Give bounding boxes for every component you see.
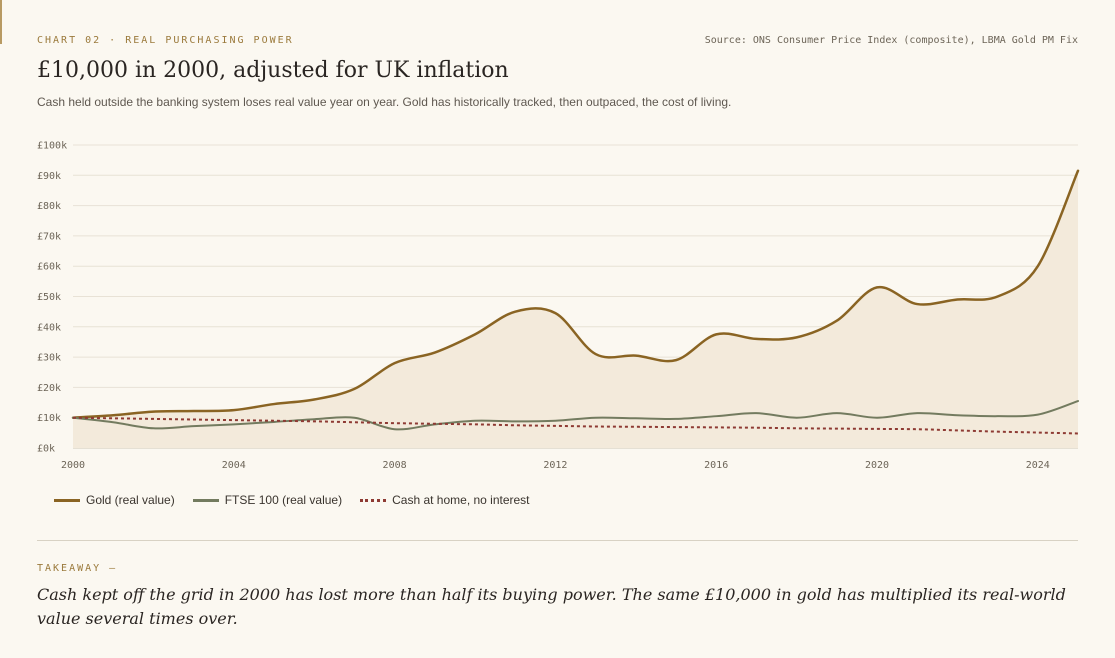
accent-rule — [0, 0, 2, 44]
takeaway-text: Cash kept off the grid in 2000 has lost … — [37, 585, 1066, 628]
x-tick-label: 2008 — [383, 460, 407, 471]
cash-series-line — [72, 416, 1079, 435]
chart-title: £10,000 in 2000, adjusted for UK inflati… — [37, 58, 509, 83]
chart-subtitle: Cash held outside the banking system los… — [37, 95, 732, 109]
x-tick-label: 2020 — [865, 460, 889, 471]
x-tick-label: 2004 — [222, 460, 246, 471]
legend-swatch-gold — [54, 498, 80, 502]
y-tick-label: £20k — [37, 383, 61, 394]
y-tick-label: £0k — [37, 444, 55, 455]
y-tick-label: £100k — [37, 141, 67, 152]
section-divider — [37, 540, 1078, 541]
takeaway-label: TAKEAWAY — — [37, 563, 118, 574]
legend-item-ftse: FTSE 100 (real value) — [192, 493, 343, 507]
y-tick-label: £40k — [37, 322, 61, 333]
y-tick-label: £90k — [37, 171, 61, 182]
y-tick-label: £50k — [37, 292, 61, 303]
legend-label-gold: Gold (real value) — [86, 493, 175, 507]
x-tick-label: 2024 — [1026, 460, 1050, 471]
gold-series-line — [71, 169, 1080, 419]
legend-item-cash: Cash at home, no interest — [360, 493, 530, 507]
chart-eyebrow: CHART 02 · REAL PURCHASING POWER — [37, 35, 294, 46]
gold-area-fill — [73, 170, 1078, 448]
x-tick-label: 2012 — [543, 460, 567, 471]
x-tick-label: 2016 — [704, 460, 728, 471]
y-tick-label: £30k — [37, 353, 61, 364]
source-note: Source: ONS Consumer Price Index (compos… — [704, 35, 1078, 46]
legend: Gold (real value) FTSE 100 (real value) … — [54, 493, 530, 507]
legend-label-ftse: FTSE 100 (real value) — [224, 493, 343, 507]
line-chart: £0k £10k £20k £30k £40k £50k £60k £70k £80k £90k £… — [37, 141, 1080, 471]
legend-swatch-ftse — [192, 498, 219, 502]
x-tick-label: 2000 — [61, 460, 85, 471]
legend-swatch-cash — [360, 498, 387, 502]
y-tick-label: £10k — [37, 413, 61, 424]
y-tick-label: £80k — [37, 201, 61, 212]
ftse-series-line — [72, 400, 1079, 431]
y-tick-label: £60k — [37, 262, 61, 273]
y-tick-label: £70k — [37, 231, 61, 242]
legend-label-cash: Cash at home, no interest — [392, 493, 530, 507]
legend-item-gold: Gold (real value) — [54, 493, 175, 507]
